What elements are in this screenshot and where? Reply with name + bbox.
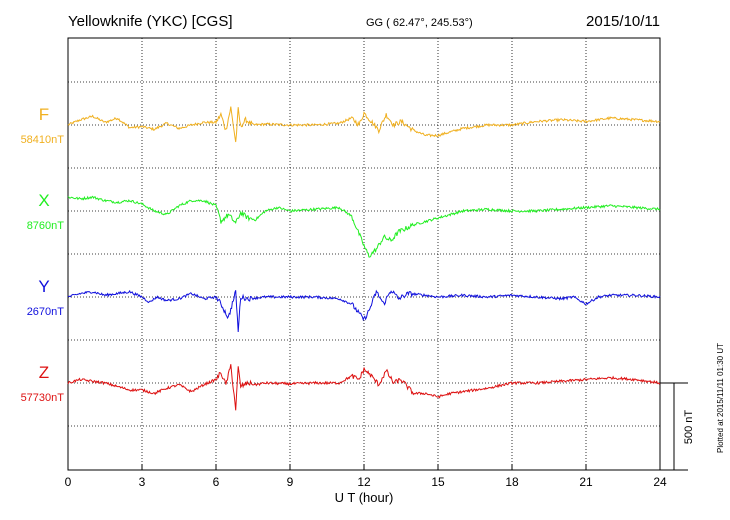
- series-baseline-x: 8760nT: [27, 220, 65, 232]
- chart-title: Yellowknife (YKC) [CGS]: [68, 13, 233, 30]
- series-line-x: [67, 195, 661, 258]
- station-coords: GG ( 62.47°, 245.53°): [366, 17, 473, 29]
- series-name-x: X: [38, 191, 49, 210]
- series-layer: F 58410nT X 8760nT Y 2670nT Z 57730nT: [21, 105, 661, 411]
- x-tick-label: 24: [653, 475, 667, 489]
- series-line-y: [67, 289, 661, 333]
- x-tick-label: 15: [431, 475, 445, 489]
- x-tick-label: 21: [579, 475, 593, 489]
- series-baseline-z: 57730nT: [21, 392, 65, 404]
- x-tick-label: 3: [139, 475, 146, 489]
- x-tick-label: 9: [287, 475, 294, 489]
- series-line-f: [67, 106, 661, 143]
- chart-date: 2015/10/11: [586, 13, 660, 30]
- series-baseline-f: 58410nT: [21, 134, 65, 146]
- series-line-z: [67, 364, 661, 411]
- x-tick-label: 0: [65, 475, 72, 489]
- scale-bar-label: 500 nT: [683, 410, 695, 445]
- plotted-note: Plotted at 2015/11/11 01:30 UT: [716, 343, 725, 453]
- x-axis-ticks: 0 3 6 9 12 15 18 21 24: [65, 464, 667, 489]
- x-axis-label: U T (hour): [335, 490, 394, 505]
- series-name-f: F: [39, 105, 49, 124]
- plot-grid: [68, 38, 660, 470]
- x-tick-label: 18: [505, 475, 519, 489]
- scale-bar: 500 nT: [660, 382, 695, 471]
- series-baseline-y: 2670nT: [27, 306, 65, 318]
- x-tick-label: 6: [213, 475, 220, 489]
- series-name-y: Y: [38, 277, 49, 296]
- series-name-z: Z: [39, 363, 49, 382]
- x-tick-label: 12: [357, 475, 371, 489]
